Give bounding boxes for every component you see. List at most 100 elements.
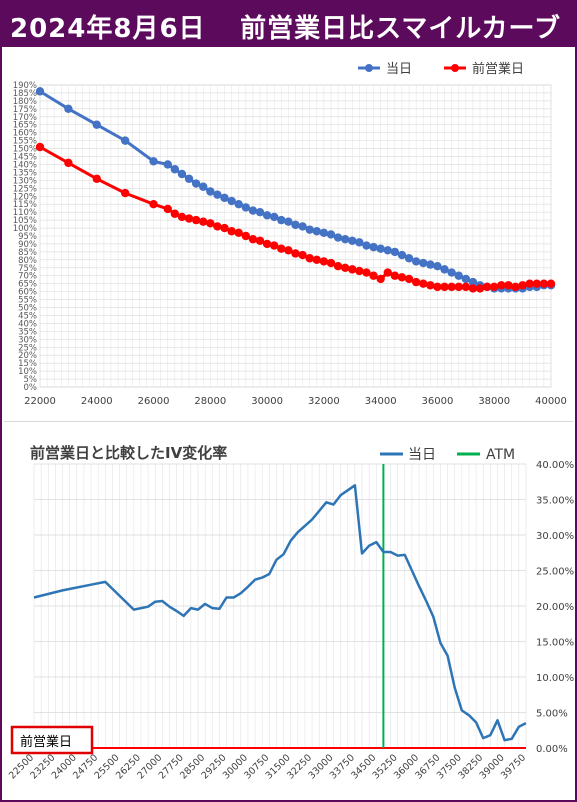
x-tick-label: 24000 xyxy=(81,396,113,407)
data-point xyxy=(319,228,329,238)
y-tick-label: 5.00% xyxy=(536,709,568,720)
y-tick-label: 100% xyxy=(13,224,37,234)
data-point xyxy=(241,231,251,241)
data-point xyxy=(355,238,364,247)
data-point xyxy=(333,233,343,242)
data-point xyxy=(177,169,187,179)
data-point xyxy=(447,268,456,277)
data-point xyxy=(206,187,215,196)
data-point xyxy=(539,279,549,288)
data-point xyxy=(348,236,357,245)
legend-label: ATM xyxy=(486,447,515,463)
y-tick-label: 155% xyxy=(13,137,37,147)
y-tick-label: 160% xyxy=(13,129,37,139)
data-point xyxy=(199,217,208,226)
data-point xyxy=(383,268,392,277)
y-tick-label: 40% xyxy=(18,319,37,329)
data-point xyxy=(170,165,180,174)
data-point xyxy=(170,209,180,218)
data-point xyxy=(227,196,236,206)
x-tick-label: 40000 xyxy=(535,396,567,407)
data-point xyxy=(518,281,527,290)
data-point xyxy=(149,157,158,166)
data-point xyxy=(468,284,478,293)
data-point xyxy=(241,203,251,212)
y-tick-label: 120% xyxy=(13,192,37,202)
y-tick-label: 110% xyxy=(13,208,37,218)
x-tick-label: 38000 xyxy=(478,396,510,407)
data-point xyxy=(348,265,357,274)
y-tick-label: 95% xyxy=(18,232,37,242)
data-point xyxy=(191,179,201,188)
data-point xyxy=(362,268,371,277)
data-point xyxy=(213,222,222,231)
y-tick-label: 125% xyxy=(13,184,37,194)
data-point xyxy=(149,200,158,209)
y-tick-label: 5% xyxy=(24,375,38,385)
y-tick-label: 70% xyxy=(18,272,37,282)
data-point xyxy=(298,222,307,231)
data-point xyxy=(497,281,506,290)
y-tick-label: 60% xyxy=(18,288,37,298)
data-point xyxy=(213,190,222,199)
y-tick-label: 130% xyxy=(13,176,37,186)
data-point xyxy=(546,279,556,288)
date-label: 2024年8月6日 xyxy=(10,14,206,44)
y-tick-label: 165% xyxy=(13,121,37,131)
data-point xyxy=(397,250,407,260)
y-tick-label: 135% xyxy=(13,168,37,178)
data-point xyxy=(277,244,286,253)
chart-divider xyxy=(4,421,573,422)
data-point xyxy=(411,257,421,266)
data-point xyxy=(120,188,130,198)
data-point xyxy=(163,160,172,169)
y-tick-label: 15.00% xyxy=(536,638,574,649)
y-tick-label: 30% xyxy=(18,335,37,345)
data-point xyxy=(184,174,194,183)
data-point xyxy=(277,215,286,225)
data-point xyxy=(376,274,385,284)
data-point xyxy=(333,262,343,271)
y-tick-label: 80% xyxy=(18,256,37,266)
y-tick-label: 180% xyxy=(13,97,37,107)
data-point xyxy=(206,219,215,228)
y-tick-label: 40.00% xyxy=(536,460,574,471)
data-point xyxy=(340,263,350,272)
data-point xyxy=(92,174,101,183)
y-tick-label: 45% xyxy=(18,311,37,321)
y-tick-label: 185% xyxy=(13,89,37,99)
data-point xyxy=(248,206,258,215)
data-point xyxy=(234,200,243,209)
data-point xyxy=(355,266,364,276)
data-point xyxy=(255,236,265,245)
data-point xyxy=(440,265,449,274)
y-tick-label: 50% xyxy=(18,304,37,314)
smile-curve-chart: 0%5%10%15%20%25%30%35%40%45%50%55%60%65%… xyxy=(13,61,567,407)
data-point xyxy=(404,274,414,284)
data-point xyxy=(305,254,314,263)
data-point xyxy=(532,279,542,288)
x-tick-label: 28000 xyxy=(194,396,226,407)
data-point xyxy=(419,258,428,268)
data-point xyxy=(426,281,435,290)
data-point xyxy=(504,281,513,290)
y-tick-label: 105% xyxy=(13,216,37,226)
data-point xyxy=(255,207,265,217)
x-tick-label: 39750 xyxy=(499,752,528,781)
legend-label: 当日 xyxy=(386,62,412,77)
y-tick-label: 0.00% xyxy=(536,744,568,755)
data-point xyxy=(482,282,492,292)
y-tick-label: 190% xyxy=(13,81,37,91)
y-tick-label: 75% xyxy=(18,264,37,274)
data-point xyxy=(234,228,243,238)
data-point xyxy=(291,220,300,230)
y-tick-label: 10.00% xyxy=(536,673,574,684)
data-point xyxy=(262,211,272,220)
page-title: 前営業日比スマイルカーブ xyxy=(240,14,561,44)
iv-change-chart: 前営業日と比較したIV変化率 0.00% 5.00% 10.00% 15.00% 20.0… xyxy=(7,444,574,782)
data-point xyxy=(120,136,130,145)
data-point xyxy=(284,246,293,255)
data-point xyxy=(426,260,435,269)
annotation-label: 前営業日 xyxy=(20,734,72,750)
y-tick-label: 145% xyxy=(13,153,37,163)
